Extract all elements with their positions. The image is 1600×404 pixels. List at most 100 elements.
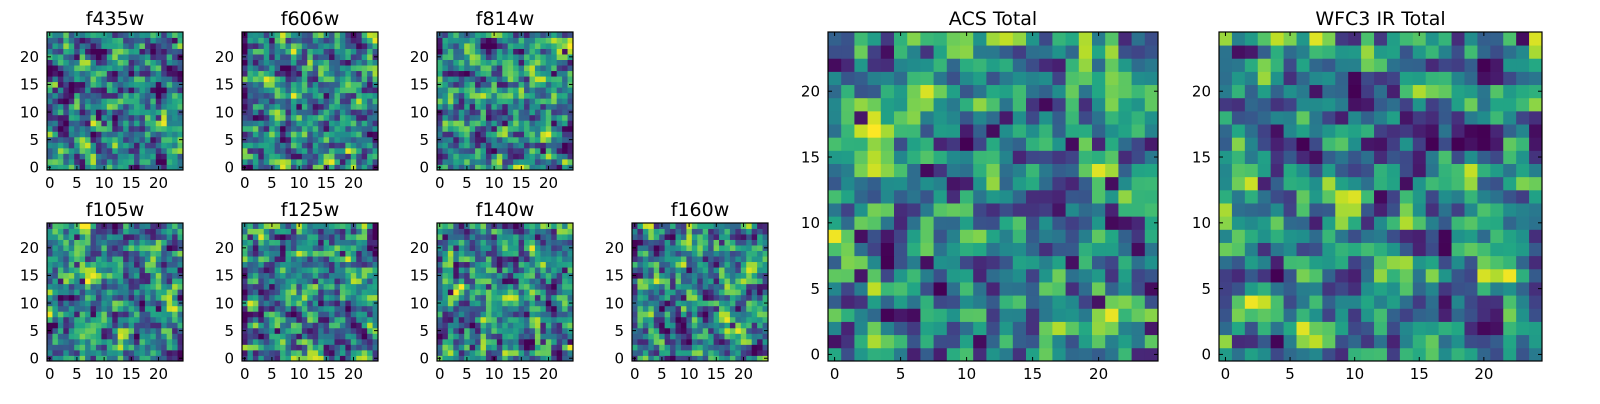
heatmap-cell bbox=[74, 159, 80, 165]
heatmap-cell bbox=[302, 38, 308, 44]
heatmap-cell bbox=[247, 71, 253, 77]
heatmap-cell bbox=[508, 54, 514, 60]
heatmap-cell bbox=[907, 243, 921, 257]
heatmap-cell bbox=[513, 109, 519, 115]
heatmap-cell bbox=[697, 245, 703, 251]
heatmap-cell bbox=[96, 311, 102, 317]
heatmap-cell bbox=[757, 317, 763, 323]
heatmap-cell bbox=[643, 306, 649, 312]
heatmap-cell bbox=[356, 142, 362, 148]
heatmap-cell bbox=[156, 240, 162, 246]
heatmap-cell bbox=[448, 98, 454, 104]
heatmap-cell bbox=[96, 333, 102, 339]
heatmap-cell bbox=[703, 278, 709, 284]
heatmap-cell bbox=[1105, 295, 1119, 309]
heatmap-cell bbox=[52, 159, 58, 165]
heatmap-cell bbox=[502, 65, 508, 71]
heatmap-cell bbox=[150, 295, 156, 301]
heatmap-cell bbox=[269, 71, 275, 77]
heatmap-cell bbox=[150, 245, 156, 251]
heatmap-cell bbox=[258, 120, 264, 126]
heatmap-cell bbox=[643, 284, 649, 290]
heatmap-cell bbox=[291, 240, 297, 246]
heatmap-cell bbox=[129, 333, 135, 339]
heatmap-cell bbox=[307, 251, 313, 257]
heatmap-cell bbox=[491, 262, 497, 268]
heatmap-cell bbox=[519, 54, 525, 60]
heatmap-cell bbox=[69, 65, 75, 71]
heatmap-cell bbox=[156, 159, 162, 165]
heatmap-cell bbox=[161, 344, 167, 350]
heatmap-cell bbox=[453, 93, 459, 99]
heatmap-cell bbox=[746, 333, 752, 339]
heatmap-cell bbox=[280, 87, 286, 93]
heatmap-cell bbox=[58, 333, 64, 339]
heatmap-cell bbox=[345, 300, 351, 306]
heatmap-cell bbox=[920, 243, 934, 257]
heatmap-cell bbox=[269, 317, 275, 323]
heatmap-cell bbox=[448, 284, 454, 290]
heatmap-cell bbox=[280, 153, 286, 159]
heatmap-cell bbox=[329, 300, 335, 306]
panel-title: f125w bbox=[281, 199, 340, 221]
heatmap-cell bbox=[894, 150, 908, 164]
heatmap-cell bbox=[247, 126, 253, 132]
heatmap-cell bbox=[351, 278, 357, 284]
heatmap-cell bbox=[307, 93, 313, 99]
heatmap-cell bbox=[362, 159, 368, 165]
heatmap-cell bbox=[340, 333, 346, 339]
heatmap-cell bbox=[481, 120, 487, 126]
heatmap-cell bbox=[535, 245, 541, 251]
heatmap-cell bbox=[562, 87, 568, 93]
x-tick-label: 10 bbox=[485, 174, 504, 192]
heatmap-cell bbox=[291, 120, 297, 126]
heatmap-cell bbox=[513, 339, 519, 345]
heatmap-cell bbox=[118, 65, 124, 71]
heatmap-cell bbox=[69, 289, 75, 295]
heatmap-cell bbox=[1132, 256, 1146, 270]
heatmap-cell bbox=[535, 350, 541, 356]
heatmap-cell bbox=[264, 317, 270, 323]
heatmap-cell bbox=[986, 190, 1000, 204]
heatmap-cell bbox=[123, 333, 129, 339]
heatmap-cell bbox=[139, 229, 145, 235]
heatmap-cell bbox=[643, 245, 649, 251]
heatmap-cell bbox=[324, 229, 330, 235]
heatmap-cell bbox=[648, 300, 654, 306]
heatmap-cell bbox=[302, 245, 308, 251]
heatmap-cell bbox=[275, 256, 281, 262]
heatmap-cell bbox=[58, 131, 64, 137]
heatmap-cell bbox=[1052, 335, 1066, 349]
heatmap-cell bbox=[540, 126, 546, 132]
heatmap-cell bbox=[894, 190, 908, 204]
heatmap-cell bbox=[74, 115, 80, 121]
heatmap-cell bbox=[96, 38, 102, 44]
heatmap-cell bbox=[242, 153, 248, 159]
heatmap-cell bbox=[828, 164, 842, 178]
heatmap-cell bbox=[345, 98, 351, 104]
heatmap-cell bbox=[167, 350, 173, 356]
heatmap-cell bbox=[134, 126, 140, 132]
heatmap-cell bbox=[356, 115, 362, 121]
heatmap-cell bbox=[519, 322, 525, 328]
heatmap-cell bbox=[491, 278, 497, 284]
heatmap-cell bbox=[118, 328, 124, 334]
heatmap-cell bbox=[551, 284, 557, 290]
heatmap-cell bbox=[291, 284, 297, 290]
heatmap-cell bbox=[63, 339, 69, 345]
heatmap-cell bbox=[63, 306, 69, 312]
heatmap-cell bbox=[437, 65, 443, 71]
heatmap-cell bbox=[497, 289, 503, 295]
heatmap-cell bbox=[69, 267, 75, 273]
heatmap-cell bbox=[1052, 348, 1066, 362]
heatmap-cell bbox=[74, 38, 80, 44]
heatmap-cell bbox=[145, 142, 151, 148]
heatmap-cell bbox=[665, 295, 671, 301]
heatmap-cell bbox=[551, 278, 557, 284]
heatmap-cell bbox=[264, 71, 270, 77]
heatmap-cell bbox=[562, 350, 568, 356]
heatmap-cell bbox=[123, 93, 129, 99]
heatmap-cell bbox=[1000, 177, 1014, 191]
heatmap-cell bbox=[442, 60, 448, 66]
heatmap-cell bbox=[524, 267, 530, 273]
